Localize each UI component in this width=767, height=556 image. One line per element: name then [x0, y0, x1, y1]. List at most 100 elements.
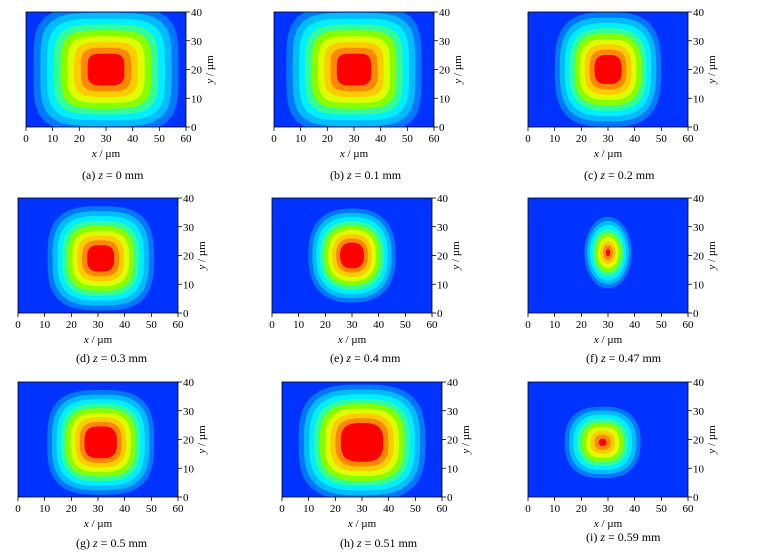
y-tick-label: 40 [183, 377, 195, 389]
x-tick-label: 40 [629, 319, 641, 331]
x-tick-label: 30 [603, 503, 615, 515]
x-tick-label: 0 [23, 133, 29, 145]
x-tick-label: 20 [576, 319, 588, 331]
panel-caption: (a) z = 0 mm [82, 168, 144, 182]
y-tick-label: 30 [447, 406, 459, 418]
y-tick-label: 10 [447, 463, 459, 475]
contour-level [87, 53, 125, 86]
x-tick-label: 60 [437, 503, 449, 515]
x-axis-label: x / µm [83, 518, 113, 530]
y-axis-label: y / µm [196, 241, 208, 271]
x-tick-label: 60 [683, 133, 695, 145]
heatmap-field [18, 382, 178, 497]
x-tick-label: 20 [66, 319, 78, 331]
y-tick-label: 0 [693, 492, 699, 504]
y-tick-label: 20 [439, 65, 451, 77]
panel-a: 0 10 20 30 40 50 60 0 10 20 30 40 x / µm y / µm (a) z… [0, 0, 250, 182]
x-tick-label: 30 [93, 503, 105, 515]
x-tick-label: 0 [15, 319, 21, 331]
x-tick-label: 20 [322, 133, 334, 145]
x-tick-label: 50 [656, 503, 668, 515]
y-tick-label: 30 [693, 222, 705, 234]
panel-i: 0 10 20 30 40 50 60 0 10 20 30 40 x / µm y / µm (i) z… [502, 370, 752, 550]
panel-c: 0 10 20 30 40 50 60 0 10 20 30 40 x / µm y / µm (c) z… [502, 0, 752, 182]
x-tick-label: 30 [93, 319, 105, 331]
y-tick-label: 30 [183, 222, 195, 234]
x-axis-label: x / µm [337, 334, 367, 346]
x-tick-label: 60 [181, 133, 193, 145]
heatmap-field [528, 198, 688, 313]
x-tick-label: 40 [119, 503, 131, 515]
y-tick-label: 40 [693, 193, 705, 205]
x-tick-label: 0 [525, 319, 531, 331]
panel-f: 0 10 20 30 40 50 60 0 10 20 30 40 x / µm y / µm (f) z… [502, 186, 752, 366]
y-tick-label: 10 [183, 463, 195, 475]
x-tick-label: 40 [119, 319, 131, 331]
y-tick-label: 10 [183, 279, 195, 291]
heatmap-field [18, 198, 178, 313]
x-tick-label: 30 [357, 503, 369, 515]
y-tick-label: 10 [693, 93, 705, 105]
y-tick-label: 0 [437, 308, 443, 320]
x-tick-label: 10 [293, 319, 305, 331]
heatmap-field [272, 198, 432, 313]
y-tick-label: 0 [191, 122, 197, 134]
x-tick-label: 30 [603, 319, 615, 331]
y-tick-label: 40 [183, 193, 195, 205]
y-tick-label: 10 [437, 279, 449, 291]
panel-e: 0 10 20 30 40 50 60 0 10 20 30 40 x / µm y / µm (e) z… [246, 186, 496, 366]
x-tick-label: 10 [47, 133, 59, 145]
contour-level [84, 426, 117, 459]
x-tick-label: 20 [330, 503, 342, 515]
panel-d: 0 10 20 30 40 50 60 0 10 20 30 40 x / µm y / µm (d) z… [0, 186, 242, 366]
x-tick-label: 60 [683, 503, 695, 515]
panel-caption: (b) z = 0.1 mm [330, 168, 402, 182]
y-axis-label: y / µm [460, 425, 472, 455]
y-tick-label: 30 [693, 406, 705, 418]
x-tick-label: 60 [427, 319, 439, 331]
y-tick-label: 0 [183, 492, 189, 504]
y-tick-label: 40 [447, 377, 459, 389]
panel-caption: (g) z = 0.5 mm [76, 536, 148, 550]
y-tick-label: 10 [693, 463, 705, 475]
y-tick-label: 20 [437, 251, 449, 263]
y-tick-label: 30 [437, 222, 449, 234]
x-axis-label: x / µm [347, 518, 377, 530]
x-tick-label: 50 [146, 503, 158, 515]
x-tick-label: 50 [410, 503, 422, 515]
panel-caption: (h) z = 0.51 mm [340, 536, 418, 550]
x-tick-label: 50 [656, 319, 668, 331]
contour-level [340, 242, 364, 269]
x-tick-label: 10 [549, 133, 561, 145]
y-tick-label: 0 [447, 492, 453, 504]
y-tick-label: 20 [183, 435, 195, 447]
panel-caption: (i) z = 0.59 mm [586, 530, 661, 544]
y-tick-label: 30 [183, 406, 195, 418]
x-tick-label: 10 [549, 503, 561, 515]
panel-caption: (e) z = 0.4 mm [330, 351, 401, 365]
y-axis-label: y / µm [706, 425, 718, 455]
y-tick-label: 0 [183, 308, 189, 320]
heatmap-field [274, 12, 434, 127]
x-axis-label: x / µm [91, 148, 121, 160]
x-tick-label: 10 [295, 133, 307, 145]
y-tick-label: 40 [191, 7, 203, 19]
panel-b: 0 10 20 30 40 50 60 0 10 20 30 40 x / µm y / µm (b) z… [248, 0, 498, 182]
x-tick-label: 60 [429, 133, 441, 145]
panel-caption: (f) z = 0.47 mm [586, 351, 662, 365]
y-tick-label: 10 [693, 279, 705, 291]
x-tick-label: 0 [271, 133, 277, 145]
contour-level [87, 245, 115, 272]
x-tick-label: 20 [320, 319, 332, 331]
y-tick-label: 10 [191, 93, 203, 105]
x-tick-label: 40 [383, 503, 395, 515]
y-tick-label: 20 [183, 251, 195, 263]
y-axis-label: y / µm [450, 241, 462, 271]
x-tick-label: 30 [349, 133, 361, 145]
x-tick-label: 40 [375, 133, 387, 145]
heatmap-field [528, 12, 688, 127]
